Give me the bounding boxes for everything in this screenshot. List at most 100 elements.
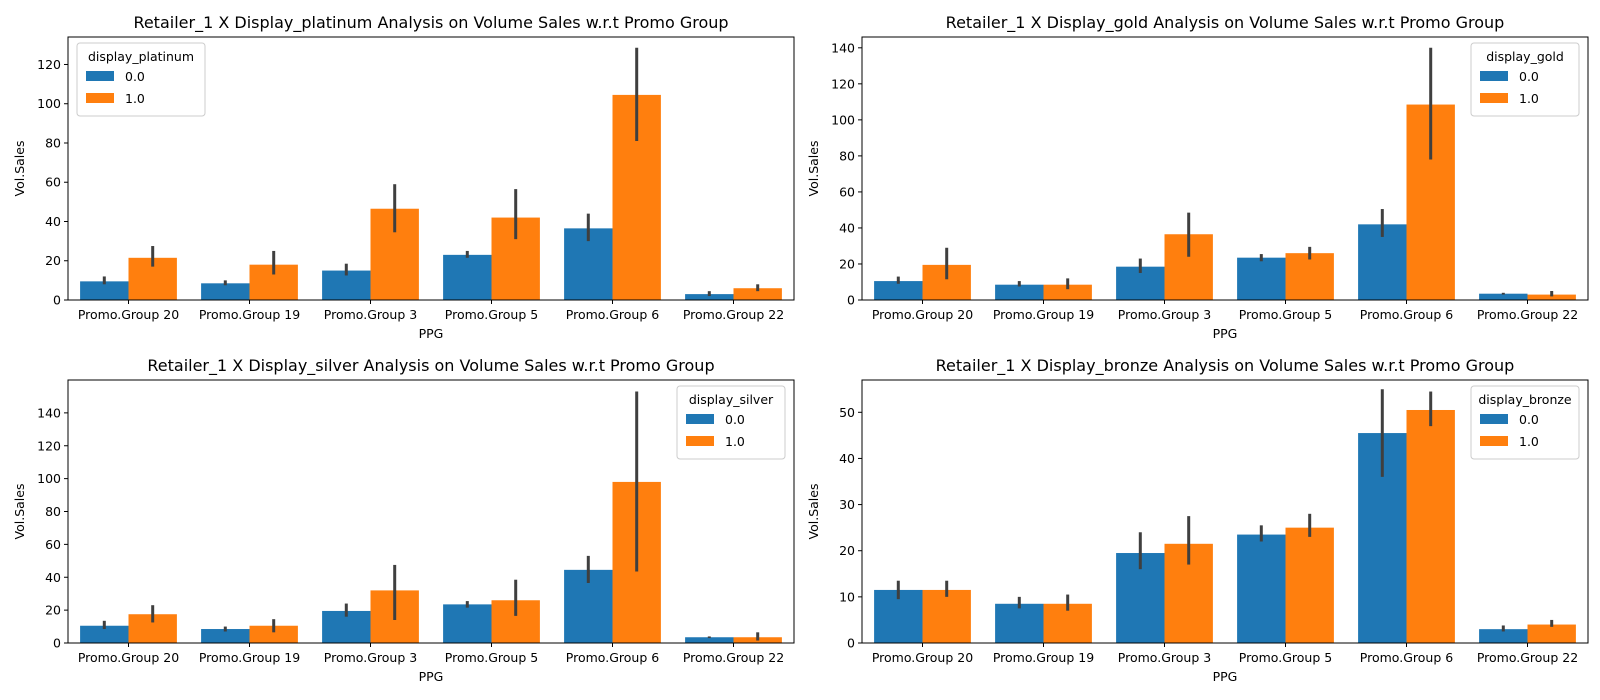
legend-label: 0.0 [1519, 69, 1539, 84]
y-tick-label: 80 [45, 135, 61, 150]
bar-0-0-1 [874, 281, 923, 300]
legend-swatch [686, 414, 714, 424]
y-tick-label: 30 [839, 497, 855, 512]
bar-1-0-1 [922, 589, 971, 643]
y-axis-label: Vol.Sales [806, 141, 821, 197]
bar-0-0-4 [443, 254, 492, 300]
bar-0-0-4 [443, 604, 492, 643]
legend-swatch [86, 93, 114, 103]
x-axis-label: PPG [1213, 326, 1238, 341]
x-tick-label: Promo.Group 22 [1477, 307, 1578, 322]
y-tick-label: 60 [45, 175, 61, 190]
x-tick-label: Promo.Group 6 [1360, 650, 1453, 665]
x-tick-label: Promo.Group 5 [445, 650, 538, 665]
chart-panel-3: Retailer_1 X Display_silver Analysis on … [12, 356, 795, 684]
bar-0-0-4 [1237, 534, 1286, 643]
bar-1-0-6 [1527, 624, 1576, 643]
y-axis-label: Vol.Sales [12, 141, 27, 197]
legend-label: 0.0 [1519, 412, 1539, 427]
x-tick-label: Promo.Group 19 [993, 307, 1094, 322]
y-tick-label: 120 [831, 76, 855, 91]
legend-label: 0.0 [725, 412, 745, 427]
x-tick-label: Promo.Group 20 [872, 307, 973, 322]
x-tick-label: Promo.Group 6 [566, 650, 659, 665]
y-tick-label: 100 [37, 96, 61, 111]
bar-1-0-4 [1285, 253, 1334, 300]
x-tick-label: Promo.Group 19 [993, 650, 1094, 665]
bar-0-0-1 [80, 281, 129, 300]
y-tick-label: 100 [37, 471, 61, 486]
chart-title: Retailer_1 X Display_gold Analysis on Vo… [946, 13, 1505, 33]
x-tick-label: Promo.Group 22 [683, 307, 784, 322]
bar-0-0-1 [80, 625, 129, 643]
y-tick-label: 40 [45, 570, 61, 585]
y-tick-label: 0 [847, 636, 855, 651]
x-tick-label: Promo.Group 20 [78, 307, 179, 322]
y-tick-label: 140 [831, 40, 855, 55]
y-tick-label: 0 [53, 293, 61, 308]
legend: display_gold 0.0 1.0 [1470, 42, 1580, 117]
x-tick-label: Promo.Group 3 [324, 650, 417, 665]
y-tick-label: 80 [839, 148, 855, 163]
y-axis-label: Vol.Sales [12, 484, 27, 540]
y-tick-label: 140 [37, 405, 61, 420]
x-tick-label: Promo.Group 19 [199, 307, 300, 322]
legend-label: 0.0 [125, 69, 145, 84]
y-tick-label: 40 [839, 451, 855, 466]
legend: display_bronze 0.0 1.0 [1470, 385, 1580, 460]
bar-0-0-6 [685, 294, 734, 300]
x-tick-label: Promo.Group 3 [1118, 307, 1211, 322]
x-tick-label: Promo.Group 20 [872, 650, 973, 665]
y-tick-label: 60 [839, 184, 855, 199]
chart-panel-1: Retailer_1 X Display_platinum Analysis o… [12, 13, 795, 341]
bar-1-0-5 [1406, 409, 1455, 643]
x-tick-label: Promo.Group 6 [566, 307, 659, 322]
y-tick-label: 20 [45, 253, 61, 268]
y-tick-label: 10 [839, 589, 855, 604]
bar-0-0-6 [685, 637, 734, 643]
chart-panel-2: Retailer_1 X Display_gold Analysis on Vo… [806, 13, 1589, 341]
legend: display_silver 0.0 1.0 [676, 385, 786, 460]
x-tick-label: Promo.Group 6 [1360, 307, 1453, 322]
y-axis-label: Vol.Sales [806, 484, 821, 540]
y-tick-label: 60 [45, 537, 61, 552]
bar-0-0-4 [1237, 257, 1286, 300]
chart-title: Retailer_1 X Display_bronze Analysis on … [936, 356, 1515, 376]
legend-swatch [1480, 71, 1508, 81]
x-axis-label: PPG [419, 669, 444, 684]
y-tick-label: 0 [53, 636, 61, 651]
x-tick-label: Promo.Group 3 [324, 307, 417, 322]
bar-0-0-6 [1479, 293, 1528, 300]
legend-label: 1.0 [1519, 91, 1539, 106]
bar-1-0-2 [1043, 284, 1092, 300]
y-tick-label: 80 [45, 504, 61, 519]
x-tick-label: Promo.Group 22 [683, 650, 784, 665]
bar-0-0-2 [201, 283, 250, 300]
bar-1-0-6 [733, 288, 782, 300]
legend-swatch [1480, 414, 1508, 424]
legend-title: display_silver [689, 392, 774, 407]
x-axis-label: PPG [419, 326, 444, 341]
chart-panel-4: Retailer_1 X Display_bronze Analysis on … [806, 356, 1589, 684]
bar-0-0-2 [995, 284, 1044, 300]
legend-swatch [1480, 93, 1508, 103]
x-tick-label: Promo.Group 20 [78, 650, 179, 665]
y-tick-label: 120 [37, 438, 61, 453]
bar-1-0-2 [249, 625, 298, 643]
x-axis-label: PPG [1213, 669, 1238, 684]
y-tick-label: 40 [45, 214, 61, 229]
plot-frame [67, 36, 795, 301]
y-tick-label: 20 [839, 256, 855, 271]
bar-1-0-6 [1527, 294, 1576, 300]
y-tick-label: 40 [839, 220, 855, 235]
bar-0-0-2 [995, 603, 1044, 643]
y-tick-label: 20 [45, 603, 61, 618]
legend-title: display_gold [1486, 49, 1564, 64]
legend-label: 1.0 [125, 91, 145, 106]
legend-title: display_bronze [1478, 392, 1572, 407]
y-tick-label: 0 [847, 293, 855, 308]
x-tick-label: Promo.Group 5 [445, 307, 538, 322]
y-tick-label: 120 [37, 57, 61, 72]
legend-label: 1.0 [1519, 434, 1539, 449]
